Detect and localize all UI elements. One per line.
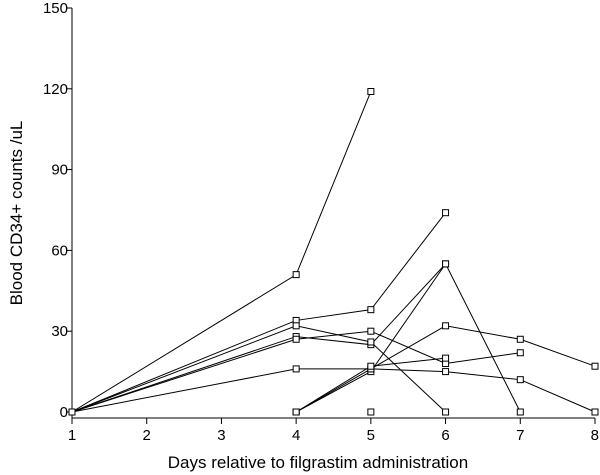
y-tick-label: 90 (51, 162, 68, 179)
data-point-marker (442, 368, 450, 376)
data-point-marker (68, 408, 76, 416)
series-2 (68, 209, 450, 416)
data-point-marker (442, 322, 450, 330)
series-line (295, 263, 446, 413)
x-axis-title: Days relative to filgrastim administrati… (168, 453, 468, 472)
x-tick-label: 5 (367, 427, 375, 444)
data-point-marker (442, 354, 450, 362)
x-tick-label: 3 (217, 427, 225, 444)
y-tick-label: 150 (43, 0, 68, 17)
data-point-marker (367, 306, 375, 314)
x-tick-label: 6 (441, 427, 449, 444)
data-point-marker (516, 349, 524, 357)
data-point-marker (516, 376, 524, 384)
data-point-marker (292, 271, 300, 279)
series-layer (68, 87, 599, 416)
data-point-marker (442, 408, 450, 416)
data-point-marker (292, 365, 300, 373)
x-tick-label: 7 (516, 427, 524, 444)
y-axis-title: Blood CD34+ counts /uL (7, 121, 26, 306)
data-point-marker (367, 362, 375, 370)
series-9 (292, 354, 450, 416)
series-line (71, 325, 446, 413)
data-point-marker (591, 362, 599, 370)
x-tick-label: 1 (68, 427, 76, 444)
series-line (71, 368, 596, 413)
data-point-marker (367, 338, 375, 346)
series-10 (367, 408, 375, 416)
y-tick-label: 30 (51, 323, 68, 340)
x-tick-label: 2 (143, 427, 151, 444)
series-1 (68, 87, 375, 416)
series-line (71, 212, 446, 413)
chart-axes (71, 8, 595, 419)
data-point-marker (367, 327, 375, 335)
data-point-marker (591, 408, 599, 416)
x-tick-label: 8 (591, 427, 599, 444)
data-point-marker (442, 209, 450, 217)
y-tick-label: 0 (60, 404, 68, 421)
data-point-marker (367, 87, 375, 95)
x-tick-label: 4 (292, 427, 300, 444)
y-tick-label: 120 (43, 81, 68, 98)
series-8 (68, 327, 524, 416)
data-point-marker (516, 408, 524, 416)
y-tick-label: 60 (51, 242, 68, 259)
data-point-marker (292, 322, 300, 330)
data-point-marker (442, 260, 450, 268)
data-point-marker (516, 335, 524, 343)
data-point-marker (292, 335, 300, 343)
data-point-marker (367, 408, 375, 416)
y-axis-ticks: 0 30 60 90 120 150 (43, 0, 72, 421)
data-point-marker (292, 408, 300, 416)
x-axis-ticks: 1 2 3 4 5 6 7 8 (68, 418, 599, 444)
